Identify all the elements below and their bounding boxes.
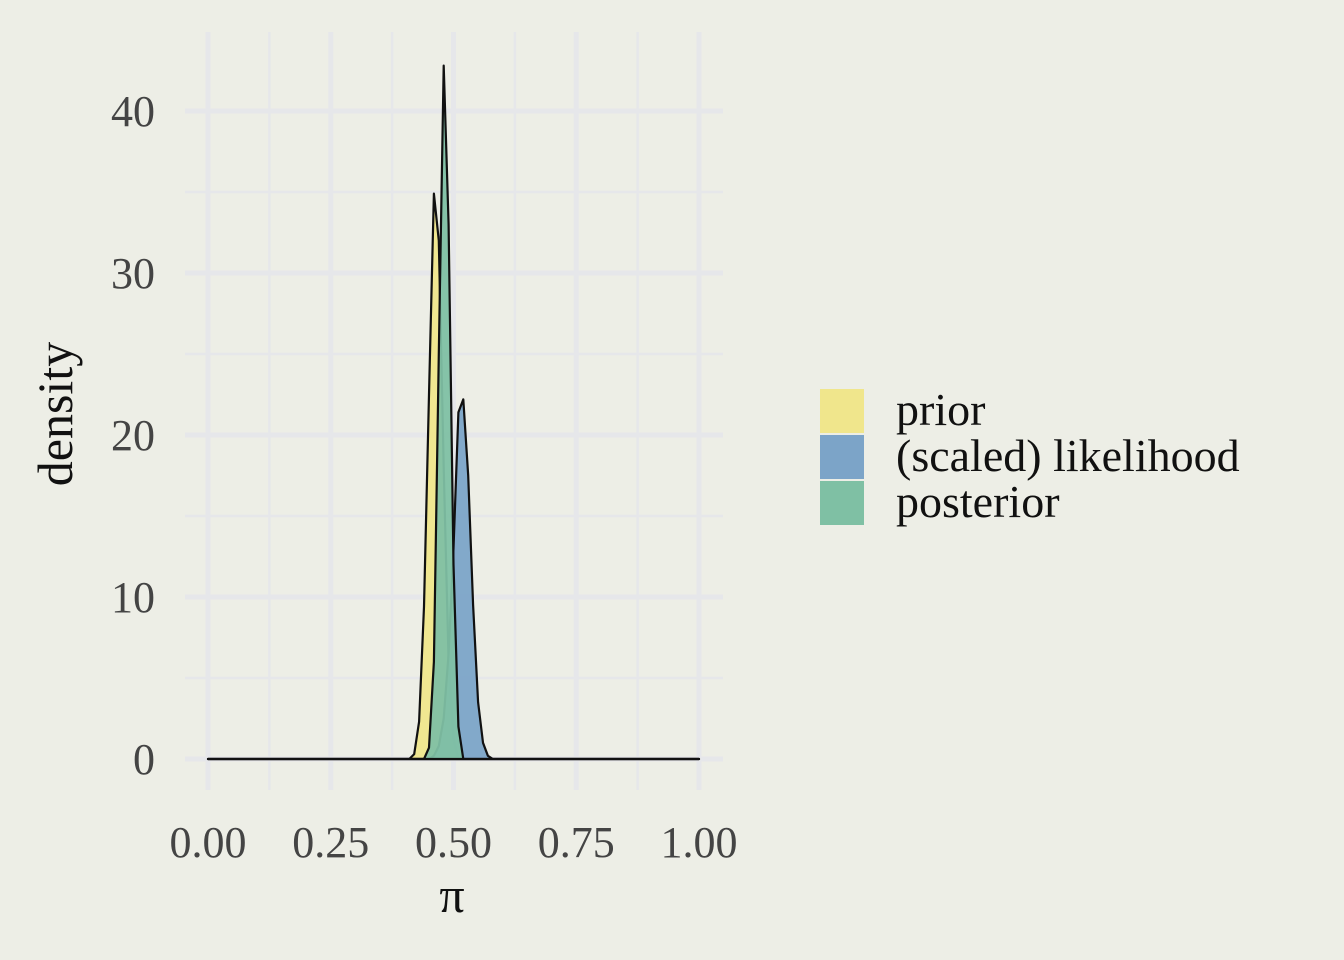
x-axis-title: π	[439, 867, 464, 923]
x-tick-label: 0.75	[538, 818, 615, 867]
y-axis-title: density	[27, 342, 83, 486]
legend-key	[820, 435, 864, 479]
y-tick-label: 40	[111, 87, 155, 136]
y-tick-labels: 0 10 20 30 40	[111, 87, 155, 784]
y-tick-label: 10	[111, 573, 155, 622]
x-tick-label: 0.25	[292, 818, 369, 867]
x-tick-label: 0.50	[415, 818, 492, 867]
legend-label: posterior	[896, 476, 1060, 527]
legend-key	[820, 481, 864, 525]
area-posterior	[206, 64, 701, 761]
legend-label: prior	[896, 384, 985, 435]
x-tick-label: 1.00	[661, 818, 738, 867]
legend-label: (scaled) likelihood	[896, 430, 1240, 481]
y-tick-label: 0	[133, 735, 155, 784]
x-tick-labels: 0.00 0.25 0.50 0.75 1.00	[170, 818, 738, 867]
y-tick-label: 30	[111, 249, 155, 298]
x-tick-label: 0.00	[170, 818, 247, 867]
legend-key	[820, 389, 864, 433]
density-areas	[206, 64, 701, 761]
y-tick-label: 20	[111, 411, 155, 460]
